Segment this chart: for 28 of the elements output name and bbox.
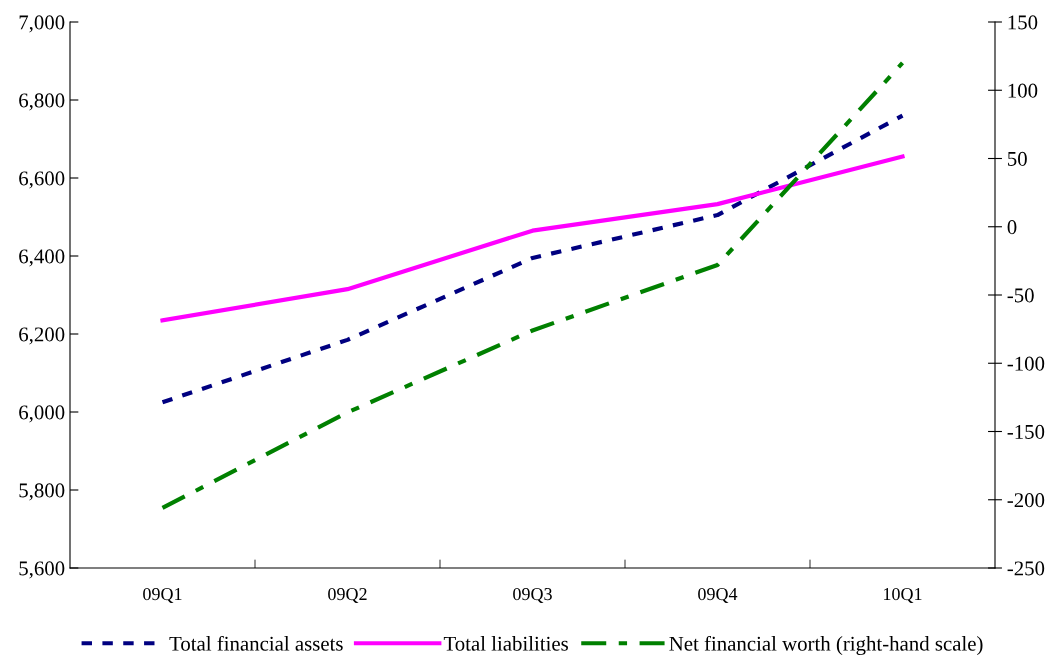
y2-tick-label: 0: [1007, 220, 1017, 235]
y2-tick-label: -250: [1007, 561, 1045, 576]
y2-tick-label: 50: [1008, 151, 1027, 166]
y-tick-label: 6,000: [19, 405, 65, 423]
x-tick-label: 09Q3: [513, 587, 552, 603]
legend-label: Total liabilities: [443, 636, 568, 651]
y-tick-label: 6,800: [19, 93, 65, 111]
y2-tick-label: -150: [1007, 424, 1045, 439]
y-tick-label: 6,400: [19, 249, 65, 267]
x-tick-label: 09Q1: [143, 587, 182, 603]
x-tick-label: 09Q4: [698, 587, 738, 603]
y2-tick-label: 150: [1008, 15, 1038, 30]
y2-tick-label: -200: [1007, 493, 1045, 508]
x-tick-label: 10Q1: [884, 587, 922, 603]
y-tick-label: 6,600: [19, 171, 65, 189]
y-tick-label: 5,600: [19, 561, 65, 579]
line-series: [160, 113, 905, 405]
y-tick-label: 6,200: [19, 327, 65, 345]
y2-tick-label: -50: [1007, 288, 1034, 303]
y-tick-label: 7,000: [19, 15, 65, 33]
legend-label: Net financial worth (right-hand scale): [669, 635, 983, 656]
legend-label: Total financial assets: [169, 635, 343, 651]
y2-tick-label: 100: [1008, 83, 1038, 98]
x-tick-label: 09Q2: [328, 587, 367, 603]
y2-tick-label: -100: [1007, 356, 1045, 371]
line-series: [160, 60, 905, 511]
line-series: [160, 154, 905, 323]
y-tick-label: 5,800: [19, 483, 65, 501]
